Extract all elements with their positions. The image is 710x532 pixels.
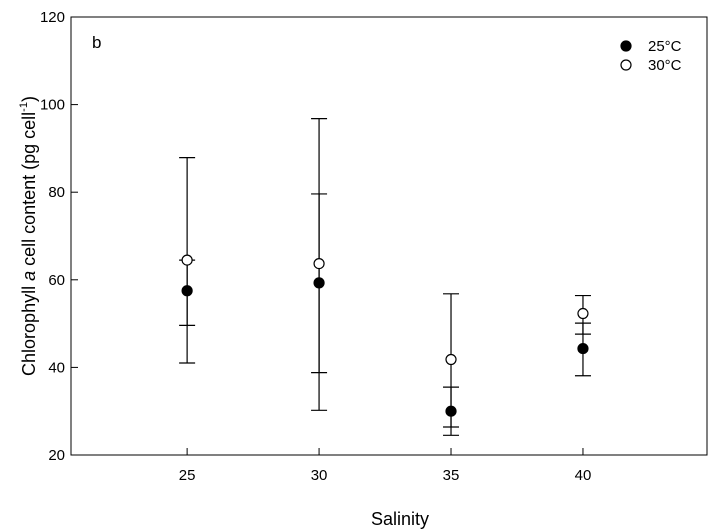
y-axis-label: Chlorophyll a cell content (pg cell-1) [18,96,39,376]
marker-30c [445,353,457,366]
marker-25c [577,342,589,355]
error-bars [179,118,591,436]
marker-25c [313,277,325,289]
marker-30c [577,307,589,320]
x-tick-label: 30 [311,467,328,484]
data-markers [181,254,589,417]
x-tick-label: 35 [443,467,460,484]
plot-frame [70,16,708,456]
marker-30c [181,254,193,266]
marker-25c [445,405,457,417]
y-tick-label: 40 [48,359,65,376]
y-axis: 20 40 60 80 100 120 [40,9,78,464]
legend-marker [620,59,632,71]
x-axis-label: Salinity [371,509,429,529]
y-tick-label: 20 [48,447,65,464]
y-tick-label: 80 [48,184,65,201]
y-tick-label: 100 [40,97,65,114]
x-tick-label: 40 [575,467,592,484]
y-tick-label: 60 [48,272,65,289]
x-tick-label: 25 [179,467,196,484]
marker-30c [313,257,325,270]
y-tick-label: 120 [40,9,65,26]
marker-25c [181,285,193,297]
legend-label: 30°C [648,57,682,74]
panel-label: b [92,33,101,52]
legend-marker [620,40,632,52]
x-axis: 25 30 35 40 [179,448,592,484]
legend-label: 25°C [648,38,682,55]
legend: 25°C 30°C [620,38,682,74]
